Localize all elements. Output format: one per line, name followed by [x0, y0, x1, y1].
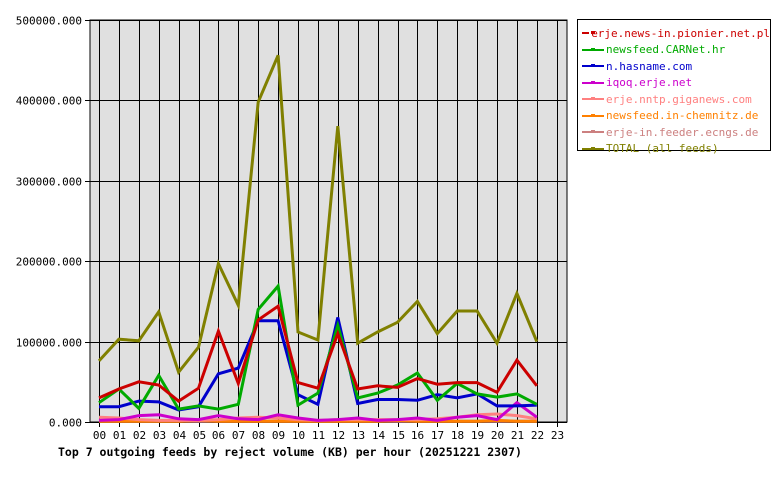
legend: erje.news-in.pionier.net.pl newsfeed.CARN…: [577, 19, 771, 155]
legend-item: TOTAL (all feeds): [578, 141, 770, 158]
series-lines: [97, 54, 539, 423]
y-tick-label: 500000.000: [16, 15, 82, 28]
y-axis: 0.000 100000.000 200000.000 300000.000 40000…: [16, 15, 90, 430]
x-tick-label: 03: [153, 429, 166, 442]
series-line-n-hasname-com: [99, 317, 537, 412]
x-tick-label: 05: [193, 429, 206, 442]
legend-item: erje.news-in.pionier.net.pl: [578, 25, 770, 42]
x-tick-label: 10: [292, 429, 305, 442]
y-tick-label: 400000.000: [16, 95, 82, 108]
legend-swatch-icon: [582, 45, 604, 55]
x-tick-label: 14: [372, 429, 386, 442]
legend-item: iqoq.erje.net: [578, 75, 770, 92]
x-tick-label: 16: [411, 429, 424, 442]
legend-label: newsfeed.CARNet.hr: [606, 43, 726, 57]
y-tick-label: 100000.000: [16, 337, 82, 350]
x-tick-label: 18: [451, 429, 464, 442]
legend-item: erje-in.feeder.ecngs.de: [578, 124, 770, 141]
series-line-total-all-feeds: [97, 54, 539, 376]
legend-label: erje.nntp.giganews.com: [606, 92, 752, 106]
legend-swatch-icon: [582, 61, 604, 71]
legend-item: newsfeed.CARNet.hr: [578, 42, 770, 59]
legend-label: iqoq.erje.net: [606, 76, 693, 90]
x-axis: 00 01 02 03 04 05 06 07 08 09 10 11 12 13 14 15 16 17 18 19…: [93, 422, 564, 442]
x-tick-label: 07: [232, 429, 245, 442]
series-line-erje-news-in-pionier-net-pl: [98, 303, 538, 403]
x-tick-label: 00: [93, 429, 106, 442]
y-tick-label: 0.000: [49, 417, 82, 430]
x-tick-label: 04: [173, 429, 187, 442]
x-tick-label: 23: [551, 429, 564, 442]
x-tick-label: 22: [531, 429, 544, 442]
series-line-newsfeed-carnet-hr: [98, 282, 538, 411]
x-tick-label: 19: [471, 429, 484, 442]
legend-swatch-icon: [582, 144, 604, 154]
chart-title: Top 7 outgoing feeds by reject volume (K…: [58, 445, 522, 459]
x-tick-label: 09: [272, 429, 285, 442]
x-tick-label: 13: [352, 429, 365, 442]
x-tick-label: 08: [252, 429, 265, 442]
x-tick-label: 21: [511, 429, 524, 442]
legend-swatch-icon: [582, 78, 604, 88]
y-tick-label: 300000.000: [16, 176, 82, 189]
legend-swatch-icon: [582, 111, 604, 121]
x-tick-label: 20: [491, 429, 504, 442]
x-tick-label: 06: [212, 429, 225, 442]
legend-swatch-icon: [582, 127, 604, 137]
legend-item: erje.nntp.giganews.com: [578, 91, 770, 108]
legend-item: n.hasname.com: [578, 58, 770, 75]
y-tick-label: 200000.000: [16, 256, 82, 269]
legend-item: newsfeed.in-chemnitz.de: [578, 108, 770, 125]
x-tick-label: 02: [133, 429, 146, 442]
x-tick-label: 15: [392, 429, 405, 442]
legend-label: TOTAL (all feeds): [606, 142, 719, 156]
legend-label: n.hasname.com: [606, 59, 693, 73]
legend-label: erje-in.feeder.ecngs.de: [606, 125, 759, 139]
legend-label: newsfeed.in-chemnitz.de: [606, 109, 759, 123]
legend-label: erje.news-in.pionier.net.pl: [591, 26, 770, 40]
legend-swatch-icon: [582, 94, 604, 104]
legend-swatch-icon: [582, 28, 596, 38]
x-tick-label: 11: [312, 429, 325, 442]
x-tick-label: 01: [113, 429, 126, 442]
x-tick-label: 12: [332, 429, 345, 442]
x-tick-label: 17: [431, 429, 444, 442]
series-line-iqoq-erje-net: [98, 400, 538, 422]
